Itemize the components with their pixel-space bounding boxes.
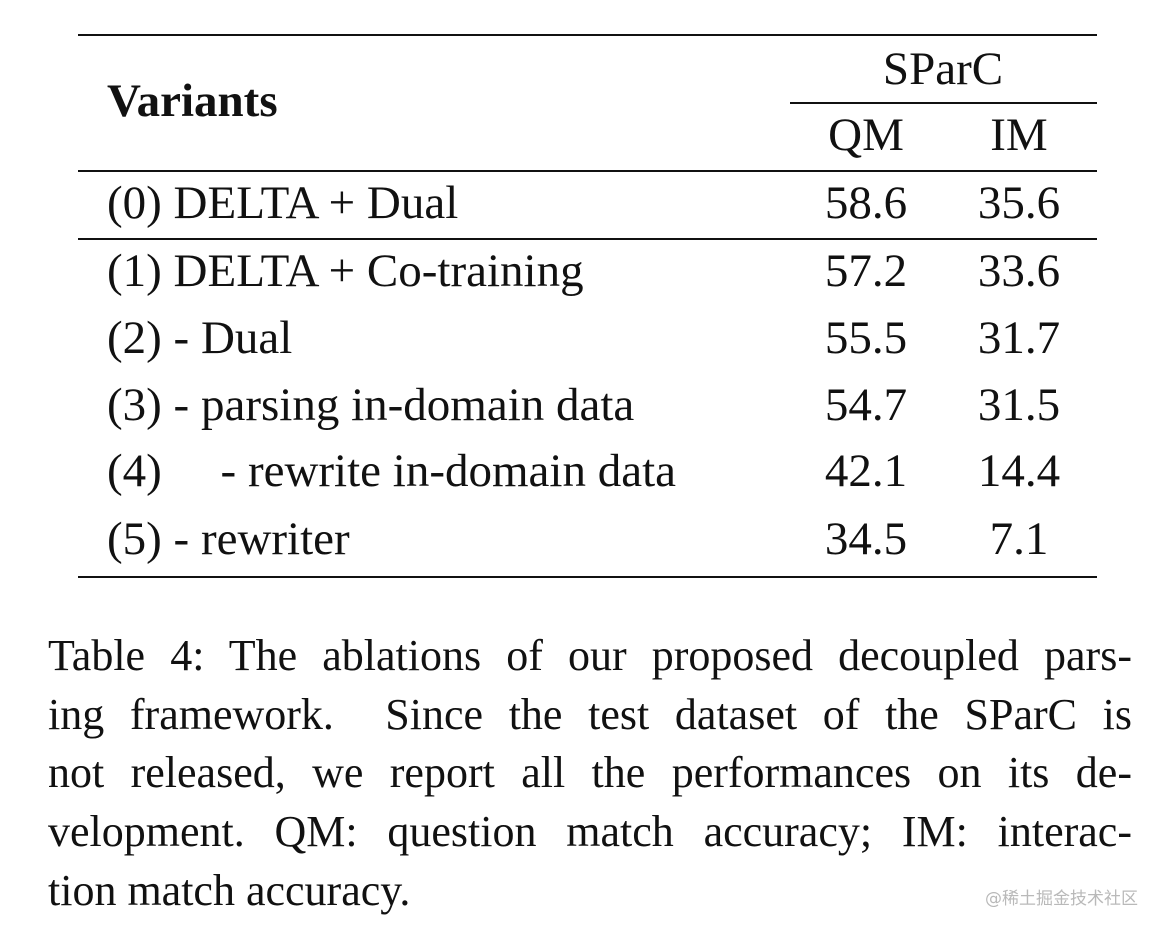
qm-value: 42.1 [824,445,908,497]
im-value: 14.4 [977,445,1061,497]
group-rule [790,102,1097,104]
variant-label: (3) - parsing in-domain data [107,379,635,431]
caption-line: Table 4: The ablations of our proposed d… [48,631,1132,680]
im-value: 31.5 [977,379,1061,431]
im-value: 35.6 [977,177,1061,229]
variant-label: (1) DELTA + Co-training [107,245,584,297]
im-value: 31.7 [977,312,1061,364]
caption-line: ing framework. Since the test dataset of… [48,689,1132,739]
qm-value: 55.5 [824,312,908,364]
qm-value: 58.6 [824,177,908,229]
mid-rule [78,238,1097,240]
header-rule [78,170,1097,172]
variant-label: (0) DELTA + Dual [107,177,459,229]
header-variants: Variants [107,75,278,127]
im-value: 7.1 [989,513,1049,565]
qm-value: 34.5 [824,513,908,565]
header-column: IM [990,109,1048,161]
qm-value: 57.2 [824,245,908,297]
caption-line: not released, we report all the performa… [48,748,1132,798]
variant-label: (5) - rewriter [107,513,350,565]
caption-line: tion match accuracy. [48,865,411,915]
caption-line: velopment. QM: question match accuracy; … [48,807,1132,857]
variant-label: (2) - Dual [107,312,293,364]
qm-value: 54.7 [824,379,908,431]
bottom-rule [78,576,1097,578]
watermark: @稀土掘金技术社区 [985,889,1138,909]
top-rule [78,34,1097,36]
header-column: QM [828,109,904,161]
header-group: SParC [882,43,1004,95]
variant-label: (4) - rewrite in-domain data [107,445,677,497]
im-value: 33.6 [977,245,1061,297]
